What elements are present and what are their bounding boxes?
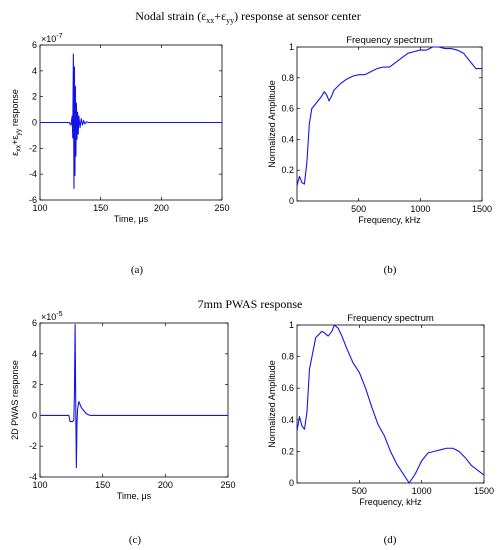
y-axis-label-c: 2D PWAS response <box>10 360 20 440</box>
y-tick-label-a: 2 <box>32 92 37 102</box>
x-tick-label-c: 100 <box>32 480 47 490</box>
y-axis-label-a: εxx+εyy response <box>10 89 23 156</box>
series-line-a <box>40 53 222 189</box>
y-tick-label-a: -2 <box>29 143 37 153</box>
x-tick-label-b: 1500 <box>472 204 492 214</box>
panel-label-c: (c) <box>129 534 142 546</box>
section-title-bottom: 7mm PWAS response <box>198 297 303 311</box>
x-tick-label-a: 250 <box>214 203 229 213</box>
panel-label-a: (a) <box>131 264 144 276</box>
x-tick-label-d: 500 <box>352 486 367 496</box>
series-line-d <box>296 324 485 484</box>
y-tick-label-d: 1 <box>289 320 294 330</box>
y-tick-label-c: 6 <box>32 318 37 328</box>
x-tick-label-c: 200 <box>158 480 173 490</box>
chart-title-b: Frequency spectrum <box>346 35 433 46</box>
y-tick-label-b: 1 <box>289 42 294 52</box>
x-tick-label-b: 1000 <box>410 204 430 214</box>
y-tick-label-d: 0.2 <box>281 446 294 456</box>
chart-c: -4 -2 0 2 4 6 100 150 200 250 Time, μs 2D PWAS resp… <box>10 311 236 501</box>
y-tick-label-c: -4 <box>29 472 37 482</box>
y-tick-label-a: 0 <box>32 118 37 128</box>
chart-a: -6 -4 -2 0 2 4 6 100 150 200 250 Time, μs εxx+εyy re… <box>10 33 230 224</box>
x-tick-label-d: 1500 <box>474 486 494 496</box>
plot-frame-d <box>296 324 485 484</box>
x-tick-label-a: 150 <box>93 203 108 213</box>
y-exponent-c: ×10-5 <box>41 311 63 322</box>
y-axis-label-d: Normalized Amplitude <box>267 360 277 448</box>
panel-label-b: (b) <box>384 264 397 276</box>
y-tick-label-b: 0.4 <box>281 134 294 144</box>
plot-frame-c <box>39 322 229 478</box>
y-tick-label-a: -6 <box>29 195 37 205</box>
panel-label-d: (d) <box>384 534 397 546</box>
x-tick-label-c: 150 <box>95 480 110 490</box>
y-tick-label-a: 6 <box>32 40 37 50</box>
y-tick-label-c: 4 <box>32 349 37 359</box>
x-tick-label-c: 250 <box>220 480 235 490</box>
x-tick-label-d: 1000 <box>412 486 432 496</box>
plot-frame-b <box>296 46 483 202</box>
y-tick-label-c: 0 <box>32 410 37 420</box>
y-tick-label-d: 0.8 <box>281 352 294 362</box>
y-tick-label-b: 0.2 <box>281 165 294 175</box>
y-tick-label-b: 0.8 <box>281 73 294 83</box>
y-tick-label-d: 0.6 <box>281 383 294 393</box>
y-exponent-a: ×10-7 <box>41 33 63 44</box>
x-tick-label-a: 100 <box>32 203 47 213</box>
y-tick-label-c: 2 <box>32 380 37 390</box>
x-axis-label-a: Time, μs <box>114 214 149 224</box>
y-tick-label-b: 0.6 <box>281 104 294 114</box>
x-axis-label-c: Time, μs <box>117 491 152 501</box>
x-axis-label-d: Frequency, kHz <box>359 497 422 507</box>
x-tick-label-b: 500 <box>351 204 366 214</box>
y-tick-label-c: -2 <box>29 441 37 451</box>
y-tick-label-b: 0 <box>289 196 294 206</box>
section-title-top: Nodal strain (εxx+εyy) response at senso… <box>135 9 360 25</box>
y-tick-label-d: 0 <box>289 478 294 488</box>
y-axis-label-b: Normalized Amplitude <box>267 80 277 168</box>
x-tick-label-a: 200 <box>154 203 169 213</box>
chart-title-d: Frequency spectrum <box>347 313 434 324</box>
y-tick-label-a: 4 <box>32 66 37 76</box>
series-line-b <box>296 46 482 186</box>
series-line-c <box>40 323 228 469</box>
y-tick-label-d: 0.4 <box>281 415 294 425</box>
x-axis-label-b: Frequency, kHz <box>358 215 421 225</box>
y-tick-label-a: -4 <box>29 169 37 179</box>
